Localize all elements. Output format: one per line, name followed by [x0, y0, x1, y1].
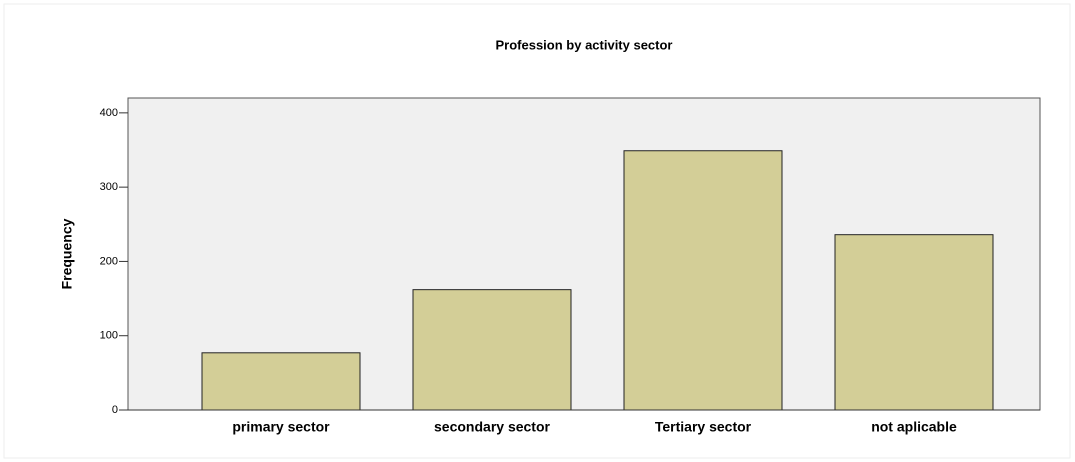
y-tick-label: 400 [100, 107, 118, 119]
bar [412, 289, 572, 411]
y-tick-label: 100 [100, 330, 118, 342]
y-tick-label: 0 [112, 404, 118, 416]
bar [201, 352, 361, 411]
x-tick-label: Tertiary sector [655, 419, 752, 435]
y-tick-label: 200 [100, 255, 118, 267]
x-tick-label: secondary sector [434, 419, 550, 435]
x-tick-label: primary sector [232, 419, 330, 435]
x-tick-label: not aplicable [871, 419, 957, 435]
bar [623, 150, 783, 411]
y-axis-label: Frequency [59, 218, 75, 289]
bar [834, 234, 994, 411]
chart-title: Profession by activity sector [495, 37, 672, 52]
y-tick-label: 300 [100, 181, 118, 193]
